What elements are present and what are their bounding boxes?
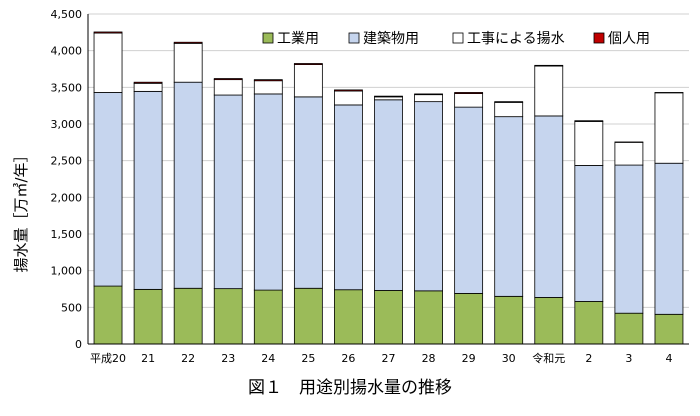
x-tick-label: 25 bbox=[301, 352, 315, 365]
x-tick-label: 27 bbox=[382, 352, 396, 365]
bar-segment-1 bbox=[293, 287, 323, 345]
x-tick-label: 23 bbox=[221, 352, 235, 365]
bar-segment-1 bbox=[454, 292, 484, 345]
bar-segment-1 bbox=[133, 288, 163, 345]
bar-segment-1 bbox=[213, 288, 243, 345]
bar-segment-1 bbox=[574, 301, 604, 345]
x-tick-label: 平成20 bbox=[90, 352, 126, 365]
bar-segment-1 bbox=[534, 297, 564, 345]
bar-segment-2 bbox=[374, 99, 403, 291]
bar-segment-3 bbox=[654, 92, 684, 164]
y-tick-label: 1,000 bbox=[51, 265, 83, 278]
bar-segment-3 bbox=[454, 93, 484, 108]
bar-segment-3 bbox=[293, 64, 323, 98]
x-tick-label: 28 bbox=[422, 352, 436, 365]
legend-label: 工業用 bbox=[277, 31, 319, 47]
bar-segment-2 bbox=[93, 92, 123, 287]
y-tick-label: 2,500 bbox=[51, 155, 83, 168]
y-tick-label: 2,000 bbox=[51, 191, 83, 204]
y-tick-label: 1,500 bbox=[51, 228, 83, 241]
bar-segment-4 bbox=[454, 92, 484, 94]
bar-segment-1 bbox=[93, 285, 123, 345]
bar-segment-1 bbox=[414, 290, 443, 345]
bar-segment-4 bbox=[574, 120, 604, 122]
bar-segment-2 bbox=[213, 94, 243, 290]
y-tick-label: 3,000 bbox=[51, 118, 83, 131]
legend-swatch bbox=[593, 32, 605, 44]
y-tick-label: 3,500 bbox=[51, 81, 83, 94]
x-tick-label: 22 bbox=[181, 352, 195, 365]
bar-segment-3 bbox=[173, 42, 203, 83]
bar-segment-4 bbox=[213, 78, 243, 81]
bar-segment-1 bbox=[374, 290, 403, 345]
bar-segment-3 bbox=[414, 94, 443, 103]
x-tick-label: 24 bbox=[261, 352, 275, 365]
bar-segment-4 bbox=[253, 79, 283, 82]
bar-segment-4 bbox=[133, 81, 163, 84]
bar-segment-3 bbox=[534, 65, 564, 117]
bar-segment-2 bbox=[173, 81, 203, 289]
x-tick-label: 29 bbox=[462, 352, 476, 365]
y-tick-label: 4,500 bbox=[51, 8, 83, 21]
x-tick-label: 21 bbox=[141, 352, 155, 365]
x-tick-label: 26 bbox=[341, 352, 355, 365]
bar-segment-4 bbox=[494, 101, 524, 103]
x-tick-label: 3 bbox=[625, 352, 632, 365]
bar-segment-2 bbox=[654, 162, 684, 315]
bar-segment-3 bbox=[133, 82, 163, 92]
bar-segment-3 bbox=[334, 90, 363, 106]
x-tick-label: 令和元 bbox=[532, 351, 565, 365]
x-tick-label: 2 bbox=[585, 352, 592, 365]
bar-segment-4 bbox=[534, 64, 564, 67]
bar-segment-1 bbox=[494, 295, 524, 345]
figure-caption: 図１ 用途別揚水量の推移 bbox=[248, 378, 452, 398]
y-tick-label: 500 bbox=[61, 301, 82, 314]
axes bbox=[87, 14, 689, 345]
legend: 工業用 建築物用 工事による揚水 個人用 bbox=[262, 30, 650, 47]
y-tick-label: 0 bbox=[75, 338, 82, 351]
bar-segment-1 bbox=[173, 287, 203, 345]
bar-segment-2 bbox=[494, 116, 524, 297]
bar-segment-1 bbox=[334, 289, 363, 345]
y-axis-label: 揚水量［万㎥/年］ bbox=[12, 147, 30, 272]
y-ticks: 0 500 1,000 1,500 2,000 2,500 3,000 3,500 4,000 4… bbox=[51, 8, 83, 351]
x-tick-label: 30 bbox=[502, 352, 516, 365]
bar-segment-3 bbox=[213, 79, 243, 96]
bar-segment-2 bbox=[614, 164, 644, 314]
legend-label: 工事による揚水 bbox=[467, 30, 565, 47]
y-tick-label: 4,000 bbox=[51, 45, 83, 58]
x-ticks: 平成20 21 22 23 24 25 26 27 28 29 30 令和元 2 3 4 bbox=[90, 351, 672, 365]
bar-segment-1 bbox=[614, 312, 644, 345]
legend-swatch bbox=[452, 32, 464, 44]
bar-segment-2 bbox=[253, 93, 283, 291]
bar-segment-2 bbox=[414, 101, 443, 292]
bar-segment-4 bbox=[93, 31, 123, 34]
bar-segment-4 bbox=[173, 41, 203, 44]
legend-swatch bbox=[348, 32, 360, 44]
bar-segment-3 bbox=[574, 121, 604, 166]
bar-segment-2 bbox=[334, 104, 363, 291]
legend-label: 建築物用 bbox=[363, 31, 419, 47]
bar-segment-3 bbox=[614, 141, 644, 166]
bar-segment-3 bbox=[253, 80, 283, 95]
bar-segment-2 bbox=[293, 96, 323, 289]
bar-segment-2 bbox=[534, 115, 564, 298]
bar-segment-3 bbox=[374, 96, 403, 101]
x-tick-label: 4 bbox=[665, 352, 672, 365]
bar-segment-1 bbox=[654, 313, 684, 345]
bar-segment-3 bbox=[494, 101, 524, 118]
bar-segment-2 bbox=[574, 165, 604, 302]
bar-segment-4 bbox=[334, 89, 363, 92]
bar-segment-2 bbox=[454, 106, 484, 294]
bar-segment-2 bbox=[133, 90, 163, 290]
bar-segment-4 bbox=[293, 63, 323, 66]
legend-swatch bbox=[262, 32, 274, 44]
bar-segment-3 bbox=[93, 32, 123, 93]
bars bbox=[93, 31, 684, 345]
bar-segment-4 bbox=[374, 95, 403, 98]
bar-segment-1 bbox=[253, 289, 283, 345]
legend-label: 個人用 bbox=[608, 31, 650, 47]
bar-segment-4 bbox=[414, 93, 443, 96]
